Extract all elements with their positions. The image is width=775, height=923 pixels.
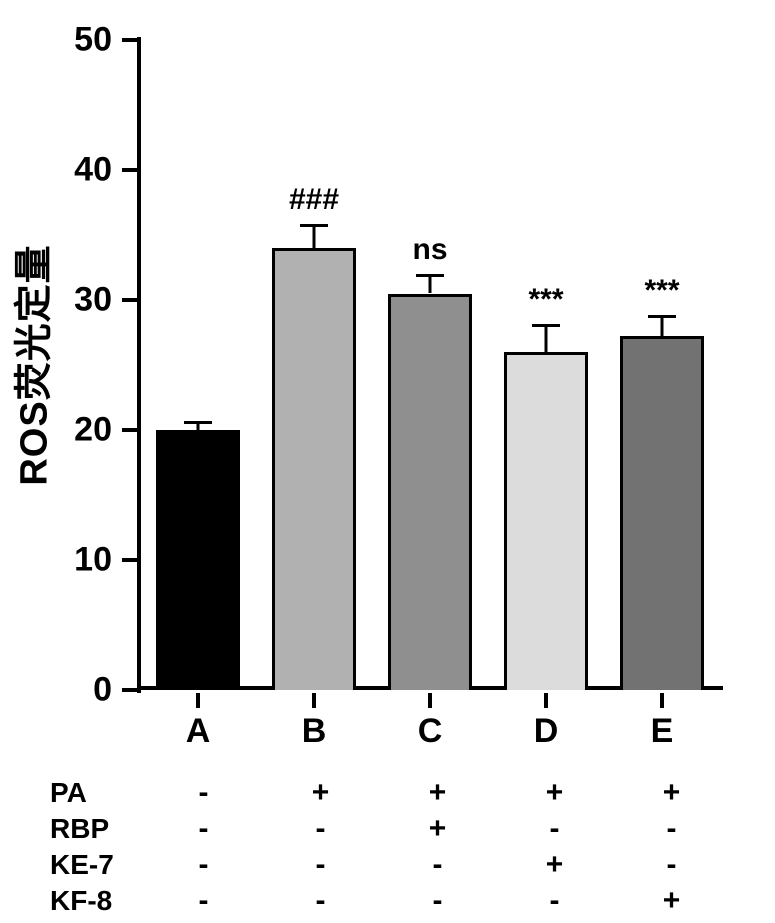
x-tick-label: D — [534, 712, 559, 751]
y-tick — [122, 38, 137, 42]
bar-C — [388, 294, 472, 691]
error-cap — [300, 224, 328, 227]
error-cap — [532, 324, 560, 327]
treatment-cell: - — [496, 812, 613, 846]
plot-region: 01020304050AB###CnsD***E*** — [140, 40, 720, 690]
y-tick — [122, 558, 137, 562]
error-bar — [429, 275, 432, 293]
y-tick-label: 20 — [74, 411, 112, 450]
y-tick — [122, 428, 137, 432]
treatment-cell: - — [145, 848, 262, 882]
treatment-cell: + — [613, 776, 730, 810]
treatment-label: PA — [50, 777, 145, 809]
treatment-cell: - — [262, 884, 379, 918]
y-tick-label: 0 — [93, 671, 112, 710]
x-tick — [312, 693, 316, 708]
y-tick-label: 30 — [74, 281, 112, 320]
y-tick — [122, 688, 137, 692]
chart-area: 01020304050AB###CnsD***E*** — [140, 40, 720, 690]
treatment-row: KF-8----+ — [50, 883, 730, 919]
treatment-cell: + — [379, 776, 496, 810]
x-tick — [544, 693, 548, 708]
treatment-cell: + — [379, 812, 496, 846]
treatment-row: PA-++++ — [50, 775, 730, 811]
y-tick-label: 10 — [74, 541, 112, 580]
treatment-cell: - — [262, 812, 379, 846]
treatment-cell: + — [496, 848, 613, 882]
error-bar — [313, 225, 316, 248]
bar-B — [272, 248, 356, 690]
error-bar — [545, 325, 548, 352]
treatment-label: RBP — [50, 813, 145, 845]
y-tick — [122, 298, 137, 302]
x-tick — [196, 693, 200, 708]
treatment-cell: + — [496, 776, 613, 810]
significance-label: ### — [289, 183, 339, 217]
treatment-cell: + — [613, 884, 730, 918]
treatment-cell: - — [613, 812, 730, 846]
treatment-cell: - — [379, 848, 496, 882]
treatment-cell: + — [262, 776, 379, 810]
treatment-cell: - — [262, 848, 379, 882]
treatment-cell: - — [145, 884, 262, 918]
error-cap — [648, 315, 676, 318]
bar-E — [620, 336, 704, 690]
treatment-cell: - — [379, 884, 496, 918]
x-tick-label: B — [302, 712, 327, 751]
treatment-table: PA-++++RBP--+--KE-7---+-KF-8----+ — [50, 775, 730, 919]
y-axis-title: ROS荧光定量 — [3, 244, 58, 485]
y-tick — [122, 168, 137, 172]
significance-label: *** — [528, 283, 563, 317]
treatment-cell: - — [613, 848, 730, 882]
y-tick-label: 50 — [74, 21, 112, 60]
x-tick — [428, 693, 432, 708]
error-cap — [184, 421, 212, 424]
y-axis-line — [137, 37, 141, 693]
treatment-row: KE-7---+- — [50, 847, 730, 883]
treatment-cell: - — [496, 884, 613, 918]
significance-label: *** — [644, 274, 679, 308]
y-tick-label: 40 — [74, 151, 112, 190]
treatment-cell: - — [145, 776, 262, 810]
treatment-label: KF-8 — [50, 885, 145, 917]
error-bar — [661, 316, 664, 337]
x-tick-label: E — [651, 712, 674, 751]
treatment-cell: - — [145, 812, 262, 846]
treatment-row: RBP--+-- — [50, 811, 730, 847]
significance-label: ns — [412, 233, 447, 267]
x-tick — [660, 693, 664, 708]
error-cap — [416, 274, 444, 277]
x-tick-label: C — [418, 712, 443, 751]
treatment-label: KE-7 — [50, 849, 145, 881]
page: ROS荧光定量 01020304050AB###CnsD***E*** PA-+… — [0, 0, 775, 923]
bar-A — [156, 430, 240, 690]
x-tick-label: A — [186, 712, 211, 751]
bar-D — [504, 352, 588, 690]
